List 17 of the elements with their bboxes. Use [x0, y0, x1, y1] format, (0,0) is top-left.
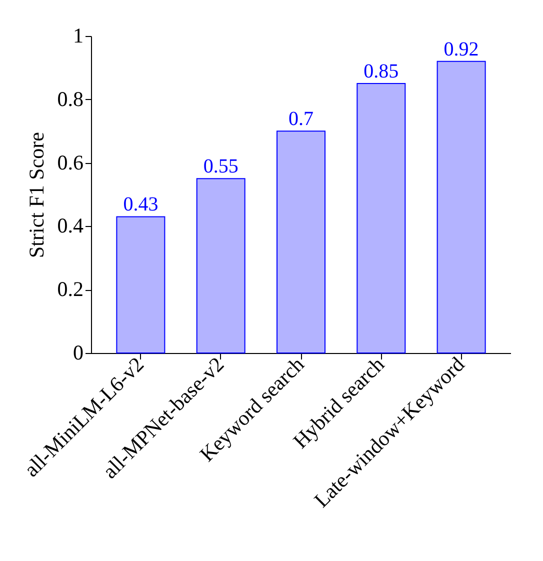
y-tick-label: 0.2 — [57, 277, 84, 302]
data-label: 0.92 — [444, 38, 479, 60]
bar — [116, 216, 166, 354]
bar — [436, 60, 486, 354]
bar — [276, 130, 326, 354]
bar — [356, 83, 406, 354]
y-tick-label: 0.8 — [57, 86, 84, 111]
data-label: 0.43 — [123, 194, 158, 216]
data-label: 0.85 — [364, 60, 399, 83]
y-tick-label: 0.4 — [57, 214, 84, 238]
y-tick-label: 1 — [73, 24, 84, 48]
y-tick-label: 0 — [73, 340, 84, 364]
data-label: 0.7 — [288, 108, 314, 130]
bar — [196, 178, 246, 354]
y-tick-label: 0.6 — [57, 150, 84, 174]
y-axis-title: Strict F1 Score — [24, 132, 48, 258]
data-label: 0.55 — [203, 156, 238, 178]
